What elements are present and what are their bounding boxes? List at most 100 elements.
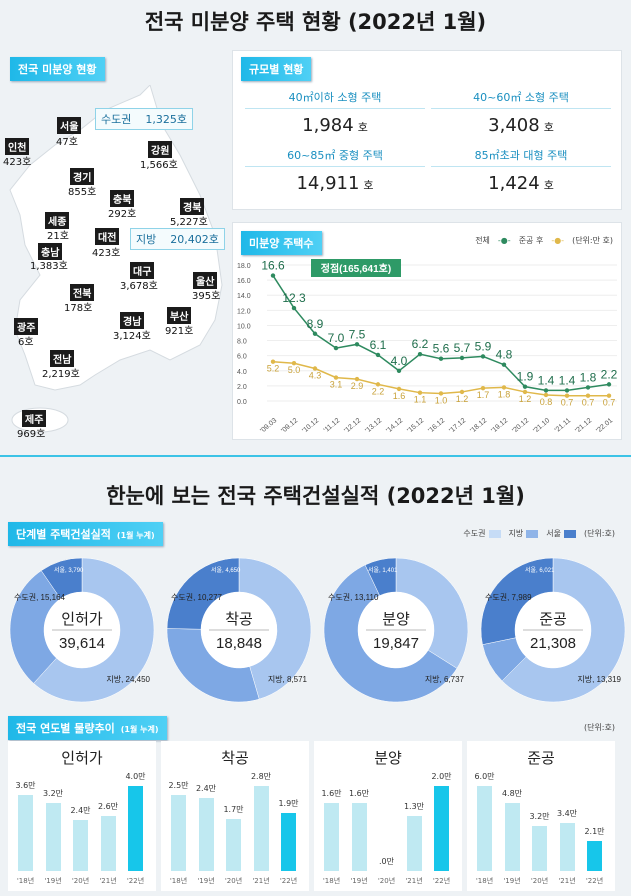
data-point [270, 273, 276, 278]
bar-category: '21년 [99, 877, 117, 885]
data-label: 3.1 [330, 380, 343, 390]
size-value-number: 1,424 [488, 173, 540, 194]
data-label: 2.9 [351, 381, 364, 391]
bar-category: '22년 [279, 877, 298, 885]
unsold-chart-panel: 미분양 주택수 전체 -●- 준공 후 -●- (단위:만 호) 0.0 2.0 4.0… [232, 222, 622, 440]
x-tick-label: '17.12 [448, 417, 467, 435]
data-point [585, 385, 591, 390]
bar-unit: (단위:호) [583, 723, 615, 732]
data-point [564, 388, 570, 393]
bar-panel-title: 인허가 [61, 749, 103, 767]
size-cell: 60~85㎡ 중형 주택 14,911 호 [245, 147, 425, 194]
x-tick-label: '22.01 [595, 417, 614, 435]
data-label: 16.6 [261, 259, 285, 273]
data-point [291, 361, 297, 366]
donut-name: 분양 [382, 611, 410, 628]
bar [226, 819, 241, 871]
size-value-number: 3,408 [488, 115, 540, 136]
x-tick-label: '16.12 [427, 417, 446, 435]
region-name-2: 경기 [70, 168, 95, 185]
legend-local-label: 지방 [508, 529, 524, 538]
peak-annotation-box [311, 259, 401, 277]
bar [559, 822, 575, 871]
line-legend: 전체 -●- 준공 후 -●- (단위:만 호) [475, 235, 613, 246]
bar [100, 815, 116, 871]
bar [45, 803, 61, 871]
bar-label: 1.7만 [223, 805, 244, 815]
donut-charts: 인허가 39,614 지방, 24,450 수도권, 15,164 서울, 3,790 착… [9, 557, 626, 703]
x-tick-label: '11.12 [323, 417, 342, 434]
donut-local-label: 지방, 6,737 [425, 674, 465, 684]
line-chart: 0.0 2.0 4.0 6.0 8.0 10.0 12.0 14.0 16.0 18.0 '09.0… [237, 259, 618, 435]
region-name-9: 대구 [130, 262, 155, 279]
bar-title: 전국 연도별 물량추이 [16, 722, 115, 735]
bar-label: 3.2만 [529, 811, 550, 821]
region-value-5: 5,227호 [170, 217, 208, 228]
legend-total-marker: -●- [497, 236, 511, 245]
bar-label: 2.1만 [584, 827, 605, 837]
size-value-number: 14,911 [296, 173, 360, 194]
bar-category: '19년 [197, 877, 215, 885]
region-value-10: 395호 [192, 291, 221, 302]
bar-panel: 준공 6.0만 '18년 4.8만 '19년 3.2만 '20년 3.4만 '21년 2.1만 '2… [467, 741, 615, 891]
data-label: 1.7 [477, 390, 490, 400]
donut-name: 착공 [225, 611, 253, 628]
data-point [312, 366, 318, 371]
region-name-3: 강원 [148, 141, 173, 158]
data-label: 0.7 [561, 398, 574, 408]
donut-local-label: 지방, 8,571 [268, 674, 308, 684]
data-label: 5.2 [267, 364, 280, 374]
donut-capital-label: 수도권, 13,110 [328, 592, 379, 602]
bar-category: '21년 [405, 877, 423, 885]
data-label: 4.3 [309, 371, 322, 381]
region-name-4: 충북 [110, 190, 135, 207]
data-label: 5.9 [475, 339, 492, 353]
bar [18, 794, 33, 871]
x-tick-label: '14.12 [385, 417, 404, 435]
data-point [480, 385, 486, 391]
donut-seoul-label: 서울, 3,790 [54, 566, 84, 574]
region-name-7: 대전 [95, 228, 120, 245]
data-point [438, 356, 444, 361]
y-tick-label: 14.0 [237, 293, 251, 300]
donut-capital-label: 수도권, 10,277 [171, 592, 223, 602]
x-tick-label: '15.12 [406, 417, 425, 435]
region-value-6: 21호 [47, 231, 69, 242]
x-tick-label: '10.12 [301, 417, 320, 435]
bar-label: 6.0만 [474, 772, 495, 781]
bar-category: '20년 [377, 877, 396, 885]
bar-subtitle: (1월 누계) [120, 725, 159, 734]
region-value-8: 1,383호 [30, 261, 68, 272]
data-point [564, 393, 570, 398]
region-value-7: 423호 [92, 248, 121, 259]
data-point [543, 392, 549, 398]
bar-panel: 착공 2.5만 '18년 2.4만 '19년 1.7만 '20년 2.8만 '21년 1.9만 '2… [161, 741, 309, 891]
data-point [543, 388, 549, 393]
y-tick-label: 16.0 [237, 278, 251, 285]
region-name-0: 서울 [57, 117, 82, 134]
size-cell-value: 1,424 호 [431, 173, 611, 194]
data-point [375, 382, 381, 387]
bar-category: '22년 [126, 877, 145, 885]
data-label: 1.4 [538, 373, 555, 387]
x-tick-label: '09.03 [259, 417, 278, 435]
region-value-2: 855호 [68, 187, 97, 198]
legend-completed-marker: -●- [551, 236, 565, 245]
donut-unit: (단위:호) [583, 529, 615, 538]
region-value-14: 6호 [18, 337, 34, 348]
bar-category: '20년 [224, 877, 243, 885]
donut-seoul-label: 서울, 4,650 [211, 566, 241, 574]
data-point [333, 345, 339, 351]
bar [587, 841, 602, 871]
bar-section-tag: 전국 연도별 물량추이 (1월 누계) [8, 716, 167, 740]
bar-label: 3.4만 [556, 808, 578, 818]
bar [281, 813, 296, 871]
y-tick-label: 4.0 [237, 369, 247, 376]
local-summary: 지방 20,402호 [130, 228, 225, 250]
bar-panel-title: 분양 [374, 749, 402, 767]
bar-category: '22년 [585, 877, 604, 885]
size-cell-label: 40㎡이하 소형 주택 [245, 89, 425, 109]
bar-category: '18년 [169, 877, 188, 885]
bar-category: '20년 [530, 877, 549, 885]
bar-category: '19년 [350, 877, 368, 885]
